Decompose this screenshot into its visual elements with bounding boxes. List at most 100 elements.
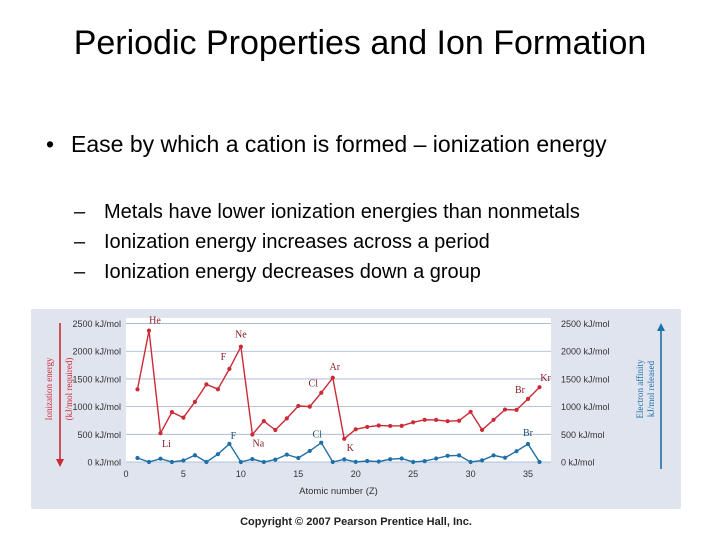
- x-tick-label: 0: [123, 469, 128, 479]
- ionization-point: [261, 419, 266, 424]
- affinity-point: [479, 458, 485, 463]
- dash-marker: –: [74, 231, 86, 253]
- affinity-point: [514, 449, 519, 454]
- plot-area: [126, 318, 551, 462]
- ionization-point: [250, 432, 255, 437]
- y-axis-label-left: (kJ/mol required): [64, 358, 74, 421]
- ionization-point: [135, 387, 140, 392]
- element-label: Ar: [329, 362, 340, 373]
- element-label: F: [231, 431, 237, 442]
- ionization-point: [445, 419, 450, 424]
- x-tick-label: 30: [466, 469, 476, 479]
- element-label: Cl: [313, 430, 323, 441]
- x-tick-label: 15: [293, 469, 303, 479]
- affinity-point: [284, 452, 289, 457]
- sub-bullet: – Ionization energy decreases down a grou…: [74, 257, 714, 287]
- y-tick-label-left: 2000 kJ/mol: [72, 347, 121, 357]
- affinity-point: [434, 456, 439, 461]
- ionization-point: [307, 404, 312, 409]
- ionization-affinity-chart: 0 kJ/mol 0 kJ/mol 500 kJ/mol 500 kJ/mol 1000…: [31, 309, 681, 509]
- element-label: Ne: [235, 330, 247, 341]
- x-tick-label: 20: [351, 469, 361, 479]
- ionization-point: [376, 423, 381, 428]
- affinity-point: [537, 459, 542, 465]
- sub-bullet-list: – Metals have lower ionization energies t…: [74, 197, 714, 287]
- ionization-point: [388, 423, 393, 429]
- affinity-point: [215, 452, 220, 457]
- y-tick-label-right: 1500 kJ/mol: [561, 374, 610, 384]
- affinity-point: [388, 457, 393, 462]
- ionization-point: [479, 427, 485, 433]
- ionization-point: [525, 396, 531, 401]
- sub-bullet: – Metals have lower ionization energies t…: [74, 197, 714, 227]
- affinity-point: [376, 459, 381, 464]
- y-tick-label-right: 1000 kJ/mol: [561, 402, 610, 412]
- right-axis-arrow-head: [657, 323, 665, 331]
- affinity-point: [422, 459, 427, 464]
- element-label: K: [347, 443, 355, 454]
- sub-bullet-text: Ionization energy increases across a per…: [104, 231, 490, 253]
- ionization-point: [468, 409, 473, 414]
- ionization-point: [411, 420, 416, 425]
- y-tick-label-left: 0 kJ/mol: [87, 458, 121, 468]
- ionization-point: [296, 403, 301, 409]
- ionization-point: [227, 366, 232, 371]
- affinity-point: [411, 459, 416, 465]
- x-tick-label: 5: [181, 469, 186, 479]
- x-tick-label: 10: [236, 469, 246, 479]
- affinity-point: [250, 456, 255, 462]
- element-label: Li: [162, 439, 171, 450]
- element-label: F: [221, 352, 227, 363]
- affinity-point: [525, 441, 531, 447]
- element-label: He: [149, 316, 161, 327]
- main-bullet-text: Ease by which a cation is formed – ioniz…: [71, 131, 607, 157]
- affinity-point: [399, 456, 404, 461]
- ionization-point: [514, 407, 519, 412]
- affinity-point: [135, 455, 140, 461]
- ionization-point: [319, 390, 324, 395]
- affinity-point: [502, 455, 508, 460]
- affinity-point: [169, 459, 175, 465]
- ionization-point: [284, 416, 289, 421]
- ionization-line: [136, 330, 540, 441]
- left-axis-arrow-head: [56, 459, 64, 467]
- sub-bullet-text: Metals have lower ionization energies th…: [104, 201, 580, 223]
- ionization-point: [457, 418, 462, 423]
- affinity-point: [204, 459, 209, 465]
- affinity-point: [307, 448, 312, 454]
- y-axis-label-right: kJ/mol released: [646, 360, 656, 417]
- affinity-point: [146, 459, 152, 465]
- ionization-point: [204, 382, 209, 387]
- element-label: Br: [523, 428, 534, 439]
- y-tick-label-left: 500 kJ/mol: [77, 430, 121, 440]
- ionization-point: [434, 417, 439, 423]
- bullet-dot: •: [46, 131, 55, 157]
- affinity-point: [491, 453, 496, 458]
- ionization-point: [146, 328, 152, 333]
- affinity-point: [158, 456, 163, 461]
- y-tick-label-right: 2500 kJ/mol: [561, 319, 610, 329]
- element-label: Na: [253, 439, 265, 450]
- ionization-point: [422, 417, 427, 422]
- ionization-point: [353, 427, 358, 432]
- ionization-point: [330, 375, 335, 380]
- y-tick-label-right: 0 kJ/mol: [561, 458, 595, 468]
- copyright-notice: Copyright © 2007 Pearson Prentice Hall, …: [240, 516, 472, 528]
- affinity-point: [468, 459, 473, 465]
- affinity-point: [192, 453, 198, 458]
- y-tick-label-right: 2000 kJ/mol: [561, 347, 610, 357]
- y-tick-label-left: 2500 kJ/mol: [72, 319, 121, 329]
- ionization-point: [399, 423, 404, 428]
- ionization-point: [273, 427, 278, 433]
- sub-bullet: – Ionization energy increases across a pe…: [74, 227, 714, 257]
- ionization-point: [192, 399, 198, 404]
- affinity-point: [319, 440, 324, 445]
- sub-bullet-text: Ionization energy decreases down a group: [104, 261, 481, 283]
- x-tick-label: 25: [408, 469, 418, 479]
- y-tick-label-left: 1500 kJ/mol: [72, 374, 121, 384]
- dash-marker: –: [74, 261, 86, 283]
- main-bullet: • Ease by which a cation is formed – ion…: [46, 130, 686, 159]
- y-axis-label-right: Electron affinity: [635, 359, 645, 419]
- affinity-point: [445, 453, 450, 458]
- x-axis-label: Atomic number (Z): [299, 486, 378, 497]
